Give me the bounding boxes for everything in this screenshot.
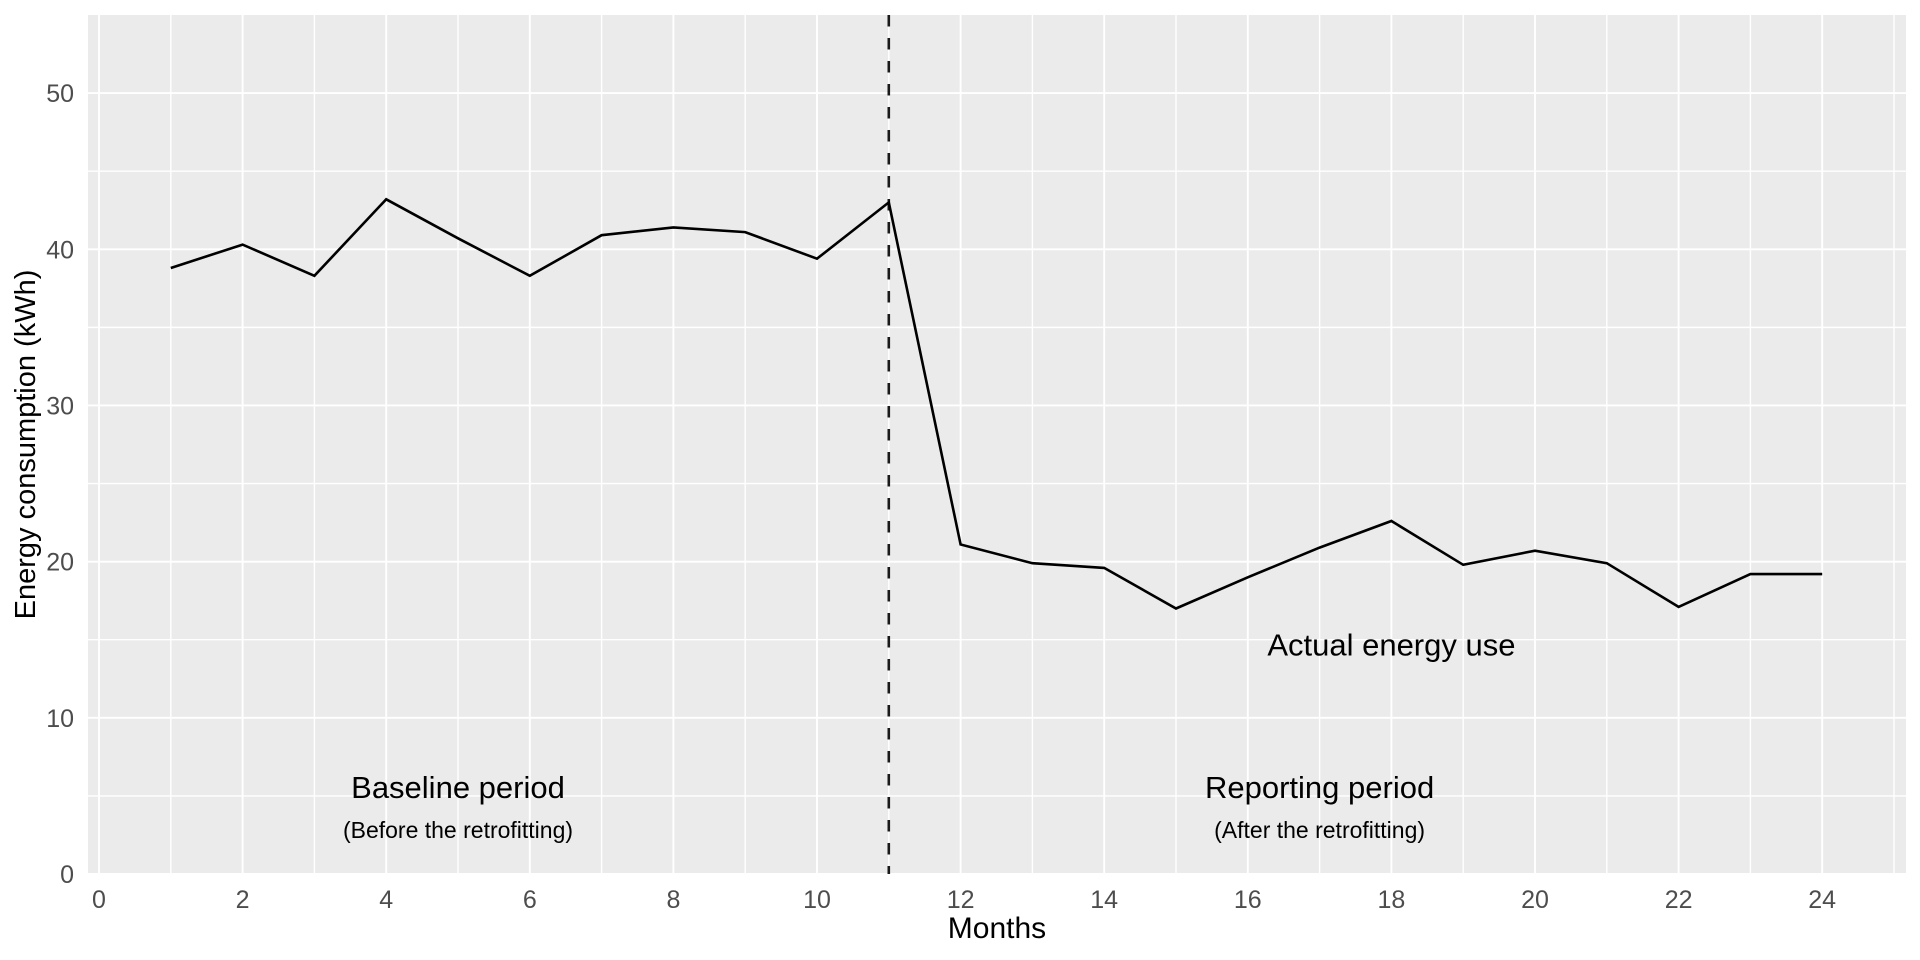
y-tick-label: 30 <box>46 393 74 421</box>
x-tick-label: 16 <box>1234 886 1262 914</box>
annotation-after-retrofitting: (After the retrofitting) <box>1214 817 1425 843</box>
x-tick-label: 24 <box>1808 886 1836 914</box>
y-tick-label: 20 <box>46 549 74 577</box>
x-tick-label: 0 <box>92 886 106 914</box>
y-tick-label: 50 <box>46 80 74 108</box>
y-tick-label: 0 <box>60 861 74 889</box>
actual-energy-use-line <box>170 197 1823 610</box>
plot-panel <box>88 15 1906 874</box>
x-tick-label: 18 <box>1377 886 1405 914</box>
x-tick-label: 8 <box>666 886 680 914</box>
y-axis-title: Energy consumption (kWh) <box>10 270 42 620</box>
x-tick-label: 6 <box>523 886 537 914</box>
x-axis-title: Months <box>948 912 1046 945</box>
x-tick-label: 10 <box>803 886 831 914</box>
panel-layer <box>88 15 1906 874</box>
y-tick-label: 10 <box>46 705 74 733</box>
x-tick-label: 12 <box>947 886 975 914</box>
series-layer <box>170 197 1823 610</box>
x-tick-label: 2 <box>236 886 250 914</box>
y-tick-label: 40 <box>46 236 74 264</box>
x-tick-label: 20 <box>1521 886 1549 914</box>
x-tick-label: 4 <box>379 886 393 914</box>
annotation-reporting-period: Reporting period <box>1205 770 1434 805</box>
annotations-layer: Actual energy use Baseline period (Befor… <box>343 627 1516 843</box>
major-gridlines <box>88 15 1906 875</box>
annotation-actual-energy-use: Actual energy use <box>1267 627 1515 662</box>
x-tick-label: 22 <box>1665 886 1693 914</box>
x-tick-label: 14 <box>1090 886 1118 914</box>
annotation-before-retrofitting: (Before the retrofitting) <box>343 817 573 843</box>
annotation-baseline-period: Baseline period <box>351 770 565 805</box>
